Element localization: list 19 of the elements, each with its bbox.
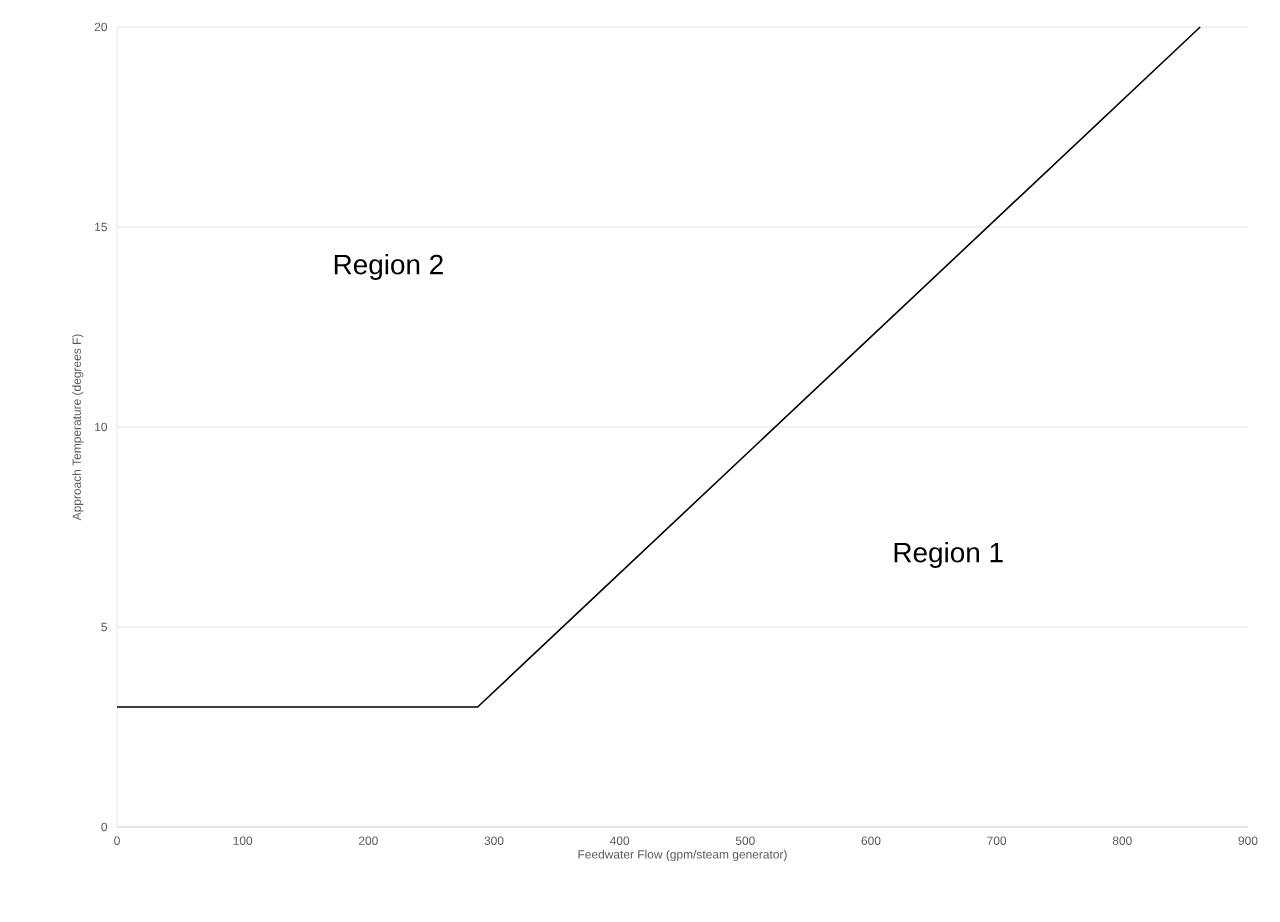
x-axis-title: Feedwater Flow (gpm/steam generator) [578,849,787,861]
y-tick-label: 15 [95,222,107,232]
y-tick-label: 10 [95,422,108,432]
y-axis-title: Approach Temperature (degrees F) [72,334,84,521]
y-tick-label: 0 [101,822,108,832]
x-tick-label: 0 [114,836,120,845]
x-tick-label: 100 [233,836,253,845]
annotation: Region 2 [334,253,443,280]
x-tick-label: 200 [358,836,378,845]
annotation: Region 1 [894,542,1003,568]
x-tick-label: 600 [861,836,881,845]
x-tick-label: 800 [1112,836,1132,845]
x-tick-label: 700 [987,836,1007,845]
x-tick-label: 900 [1238,836,1258,845]
y-tick-label: 5 [101,622,107,632]
x-tick-label: 400 [609,836,630,845]
x-tick-label: 500 [735,836,755,845]
x-tick-label: 300 [484,836,504,845]
y-tick-label: 20 [94,22,108,32]
